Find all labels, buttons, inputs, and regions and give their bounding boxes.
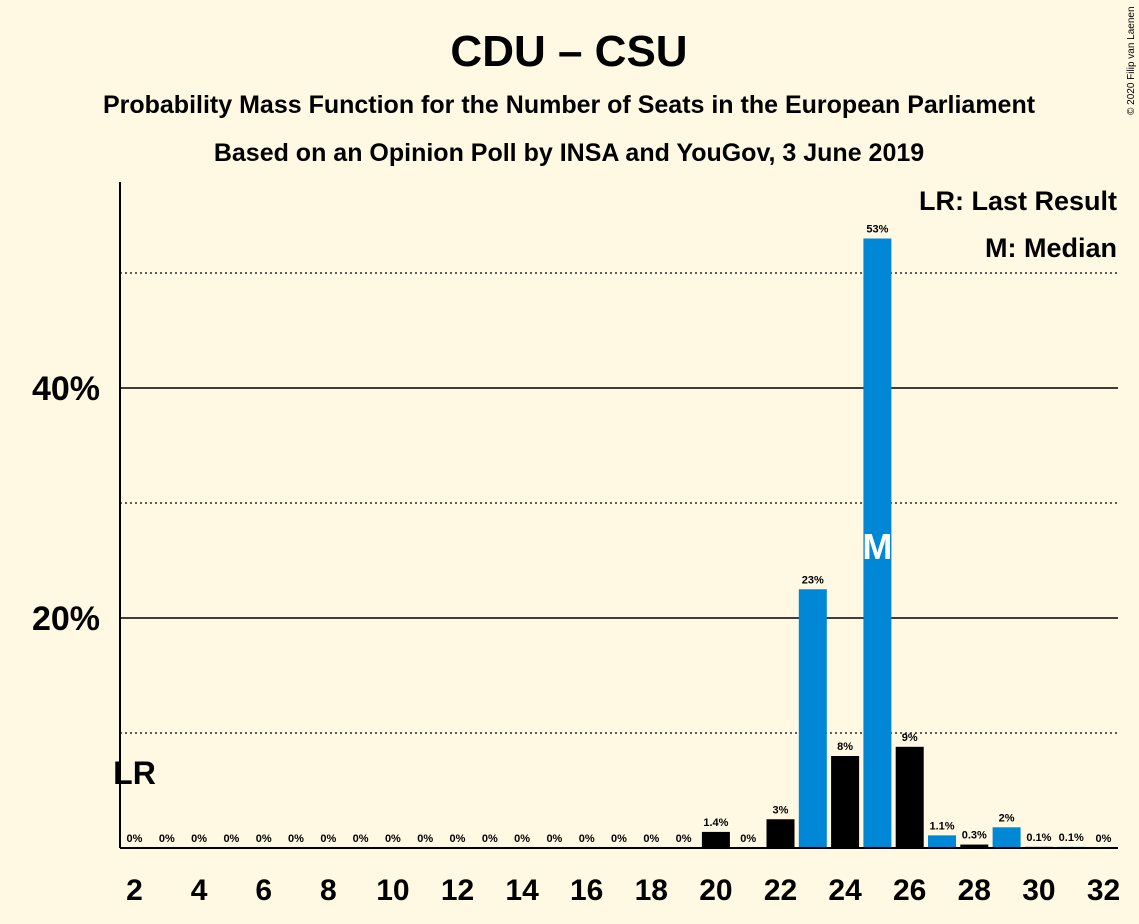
x-tick-10: 10: [376, 874, 409, 907]
bar-seat-23: [798, 589, 827, 848]
x-tick-14: 14: [505, 874, 539, 907]
bar-label-seat-27: 1.1%: [929, 820, 954, 832]
bar-label-seat-19: 0%: [676, 833, 692, 845]
axes: [119, 182, 1118, 849]
x-tick-26: 26: [893, 874, 926, 907]
bar-seat-27: [928, 835, 956, 848]
bar-label-seat-31: 0.1%: [1059, 832, 1084, 844]
bar-label-seat-7: 0%: [288, 833, 304, 845]
bar-label-seat-12: 0%: [450, 833, 466, 845]
bar-label-seat-17: 0%: [611, 833, 627, 845]
x-tick-8: 8: [320, 874, 337, 907]
bar-label-seat-24: 8%: [837, 741, 853, 753]
bar-label-seat-10: 0%: [385, 833, 401, 845]
legend-median: M: Median: [985, 233, 1117, 263]
credit-text: © 2020 Filip van Laenen: [1126, 6, 1137, 115]
bar-seat-28: [960, 844, 989, 848]
bar-seat-29: [992, 827, 1021, 848]
x-tick-6: 6: [255, 874, 272, 907]
bar-seat-26: [895, 746, 924, 848]
bar-label-seat-15: 0%: [546, 833, 562, 845]
bar-label-seat-21: 0%: [740, 833, 756, 845]
bar-label-seat-6: 0%: [256, 833, 272, 845]
x-tick-12: 12: [441, 874, 474, 907]
x-tick-2: 2: [126, 874, 143, 907]
x-tick-32: 32: [1087, 874, 1120, 907]
bar-label-seat-22: 3%: [773, 804, 789, 816]
bar-label-seat-20: 1.4%: [703, 817, 728, 829]
bars: [701, 238, 1086, 848]
x-tick-18: 18: [635, 874, 668, 907]
bar-label-seat-4: 0%: [191, 833, 207, 845]
bar-label-seat-8: 0%: [320, 833, 336, 845]
markers: LRM: [113, 526, 892, 791]
bar-label-seat-11: 0%: [417, 833, 433, 845]
x-tick-24: 24: [828, 874, 862, 907]
bar-label-seat-23: 23%: [802, 574, 824, 586]
bar-label-seat-3: 0%: [159, 833, 175, 845]
legend-last-result: LR: Last Result: [919, 186, 1117, 216]
x-tick-30: 30: [1022, 874, 1055, 907]
bar-seat-24: [831, 756, 860, 848]
bar-label-seat-2: 0%: [127, 833, 143, 845]
bar-label-seat-16: 0%: [579, 833, 595, 845]
median-marker: M: [862, 526, 892, 567]
bar-seat-25: [863, 238, 892, 848]
chart-subtitle-poll: Based on an Opinion Poll by INSA and You…: [214, 139, 924, 167]
chart-subtitle: Probability Mass Function for the Number…: [103, 91, 1036, 119]
bar-label-seat-29: 2%: [999, 812, 1015, 824]
bar-seat-20: [701, 831, 730, 848]
bar-label-seat-30: 0.1%: [1026, 832, 1051, 844]
bar-label-seat-14: 0%: [514, 833, 530, 845]
bar-seat-22: [766, 819, 795, 848]
bar-label-seat-25: 53%: [866, 224, 888, 236]
x-tick-28: 28: [958, 874, 991, 907]
bar-label-seat-9: 0%: [353, 833, 369, 845]
x-tick-labels: 2 4 6 8 10 12 14 16 18 20 22 24 26 28 30 32: [126, 874, 1120, 907]
x-tick-22: 22: [764, 874, 797, 907]
grid: [120, 272, 1118, 734]
bar-labels: 0% 0% 0% 0% 0% 0% 0% 0% 0% 0% 0% 0% 0% 0% 0% 0% 0% 0% 1.4%…: [127, 224, 1112, 846]
bar-label-seat-5: 0%: [223, 833, 239, 845]
bar-label-seat-32: 0%: [1096, 833, 1112, 845]
y-tick-40: 40%: [32, 370, 100, 408]
chart-title: CDU – CSU: [450, 27, 687, 76]
bar-label-seat-18: 0%: [643, 833, 659, 845]
x-tick-4: 4: [191, 874, 208, 907]
y-tick-labels: 20% 40%: [32, 370, 100, 638]
bar-label-seat-28: 0.3%: [962, 830, 987, 842]
bar-label-seat-13: 0%: [482, 833, 498, 845]
x-tick-20: 20: [699, 874, 732, 907]
x-tick-16: 16: [570, 874, 603, 907]
y-tick-20: 20%: [32, 600, 100, 638]
bar-label-seat-26: 9%: [902, 732, 918, 744]
